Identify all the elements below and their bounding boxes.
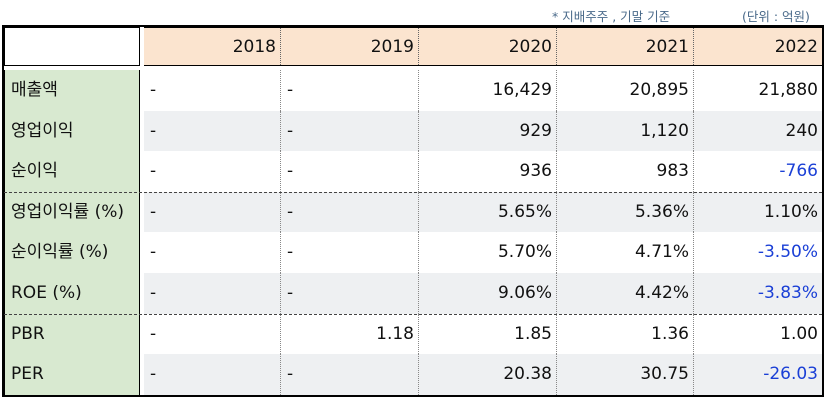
- table-row: PBR - 1.18 1.85 1.36 1.00: [4, 313, 822, 355]
- table-cell: 5.65%: [418, 191, 556, 233]
- header-corner: [4, 27, 140, 66]
- group-separator: [4, 313, 822, 315]
- row-label: 순이익률 (%): [11, 242, 109, 263]
- table-cell: 4.42%: [556, 273, 693, 314]
- row-label: 순이익: [11, 161, 58, 182]
- row-cells: - 1.18 1.85 1.36 1.00: [144, 313, 822, 355]
- table-row: 매출액 - -16,429 20,895 21,880: [4, 70, 822, 111]
- table-cell: -: [280, 354, 418, 395]
- row-cells: - -20.38 30.75 -26.03: [144, 354, 822, 395]
- row-label: PER: [11, 364, 44, 385]
- table-cell: 1,120: [556, 110, 693, 152]
- table-cell: 1.36: [556, 313, 693, 355]
- table-row: 순이익 - -936 983 -766: [4, 151, 822, 192]
- table-cell: 1.18: [280, 313, 418, 355]
- table-cell: -: [280, 110, 418, 152]
- financial-table: 2018 2019 2020 2021 2022 매출액 - -16,429 20,895 21…: [2, 25, 824, 397]
- table-cell: -: [150, 283, 157, 303]
- table-cell: -: [150, 161, 157, 182]
- year-headers: 2018 2019 2020 2021 2022: [144, 27, 822, 67]
- table-cell: 1.00: [693, 313, 822, 355]
- table-row: 영업이익률 (%) - -5.65% 5.36% 1.10%: [4, 191, 822, 233]
- table-cell: -: [280, 232, 418, 273]
- table-cell: -: [280, 151, 418, 192]
- table-cell: 929: [418, 110, 556, 152]
- table-row: ROE (%) - -9.06% 4.42% -3.83%: [4, 273, 822, 314]
- table-cell: -: [150, 80, 157, 100]
- table-header: 2018 2019 2020 2021 2022: [4, 27, 822, 68]
- table-cell: -: [150, 323, 157, 344]
- table-cell: 240: [693, 110, 822, 152]
- group-separator: [4, 191, 822, 193]
- table-cell: -: [280, 273, 418, 314]
- table-cell: 1.85: [418, 313, 556, 355]
- unit-note: (단위 : 억원): [742, 9, 810, 24]
- table-row: 영업이익 - -929 1,120 240: [4, 110, 822, 152]
- table-cell: 5.70%: [418, 232, 556, 273]
- label-column: [4, 70, 140, 395]
- table-cell: 1.10%: [693, 191, 822, 233]
- note-row: * 지배주주 , 기말 기준 (단위 : 억원): [0, 4, 826, 24]
- table-cell: -3.83%: [693, 273, 822, 314]
- row-label: ROE (%): [11, 283, 82, 303]
- table-cell: 9.06%: [418, 273, 556, 314]
- row-label: 영업이익: [11, 120, 74, 141]
- table-row: 순이익률 (%) - -5.70% 4.71% -3.50%: [4, 232, 822, 273]
- table-cell: -: [150, 242, 157, 263]
- table-cell: 16,429: [418, 70, 556, 111]
- year-header: 2022: [693, 28, 822, 67]
- table-body: 매출액 - -16,429 20,895 21,880 영업이익 - -929 1,120 240…: [4, 70, 822, 395]
- table-cell: -: [150, 120, 157, 141]
- table-cell: 30.75: [556, 354, 693, 395]
- table-cell: -: [280, 70, 418, 111]
- table-cell: 20.38: [418, 354, 556, 395]
- row-cells: - -936 983 -766: [144, 151, 822, 192]
- year-header: 2018: [232, 37, 276, 57]
- table-cell: 4.71%: [556, 232, 693, 273]
- basis-note: * 지배주주 , 기말 기준: [552, 9, 671, 24]
- row-cells: - -16,429 20,895 21,880: [144, 70, 822, 111]
- year-header: 2020: [418, 28, 556, 67]
- table-cell: 21,880: [693, 70, 822, 111]
- row-cells: - -929 1,120 240: [144, 110, 822, 152]
- row-label: 매출액: [11, 80, 58, 100]
- table-cell: -: [150, 364, 157, 385]
- table-cell: 5.36%: [556, 191, 693, 233]
- table-cell: -766: [693, 151, 822, 192]
- row-cells: - -9.06% 4.42% -3.83%: [144, 273, 822, 314]
- table-cell: -26.03: [693, 354, 822, 395]
- year-header: 2021: [556, 28, 693, 67]
- row-cells: - -5.65% 5.36% 1.10%: [144, 191, 822, 233]
- table-cell: 936: [418, 151, 556, 192]
- row-label: PBR: [11, 323, 45, 344]
- header-gap: [4, 66, 822, 70]
- row-cells: - -5.70% 4.71% -3.50%: [144, 232, 822, 273]
- table-cell: 983: [556, 151, 693, 192]
- table-cell: -: [280, 191, 418, 233]
- table-cell: -: [150, 201, 157, 222]
- year-header: 2019: [280, 28, 418, 67]
- table-cell: -3.50%: [693, 232, 822, 273]
- table-cell: 20,895: [556, 70, 693, 111]
- row-label: 영업이익률 (%): [11, 201, 125, 222]
- table-row: PER - -20.38 30.75 -26.03: [4, 354, 822, 395]
